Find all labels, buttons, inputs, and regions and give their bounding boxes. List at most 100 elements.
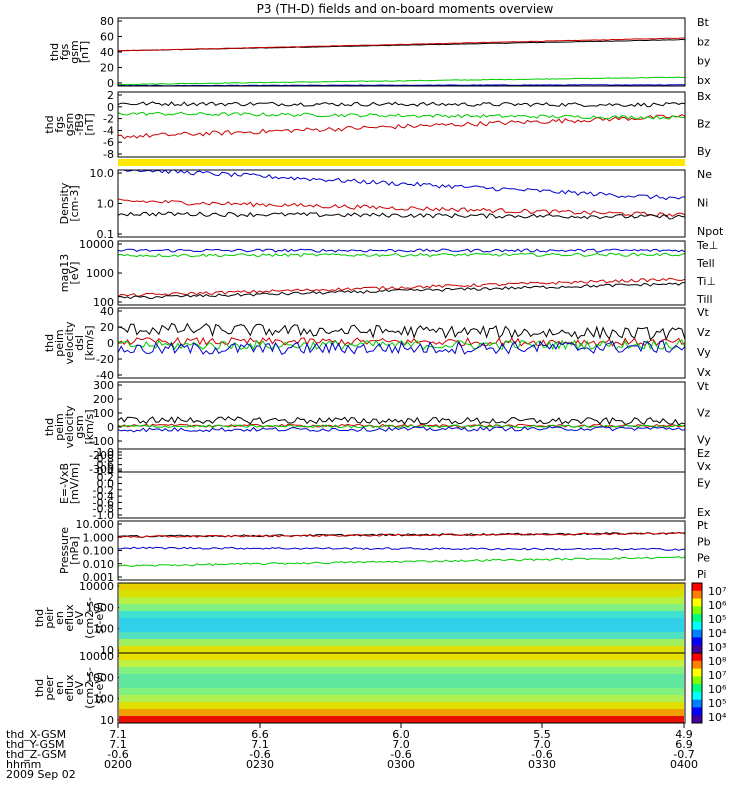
legend-density-0: Ne <box>697 168 712 181</box>
ytick-label-efield-6: -0.2 <box>93 484 114 497</box>
ylabel-line-fgs2-2: gsm <box>63 113 76 136</box>
ytick-label-velocity_e-0: 40 <box>100 305 114 318</box>
ytick-label-velocity_e-1: 20 <box>100 321 114 334</box>
series-fgs-by <box>117 76 686 86</box>
legend-efield-2: Ex <box>697 506 711 519</box>
series-velocity_i-Vz <box>117 423 686 428</box>
heatmap-band-ion_spec-8 <box>119 639 684 647</box>
heatmap-band-ion_spec-4 <box>119 611 684 619</box>
ylabel-line-elec_spec-3: eflux <box>63 674 76 702</box>
colorbar-seg-ion_spec-6 <box>692 629 702 638</box>
ytick-label-velocity_e-4: -40 <box>96 369 114 382</box>
series-fgs-bz <box>117 37 685 52</box>
ytick-label-temp-2: 100 <box>93 296 114 309</box>
panel-frame-density <box>117 169 686 238</box>
ytick-label-elec_spec-1: 1000 <box>86 671 114 684</box>
series-pressure-Pe <box>117 556 686 567</box>
series-fgs2-Bz <box>117 114 686 140</box>
xaxis-value-2-0: -0.6 <box>107 748 128 761</box>
ytick-label-ion_spec-3: 10 <box>100 644 114 657</box>
ytick-label-efield-9: -0.8 <box>93 503 114 516</box>
xaxis-date: 2009 Sep 02 <box>6 768 76 781</box>
colorbar-seg-ion_spec-8 <box>692 645 702 654</box>
colorbar-seg-elec_spec-1 <box>692 660 702 670</box>
heatmap-band-ion_spec-7 <box>119 632 684 640</box>
ytick-label-pressure-2: 0.100 <box>83 545 115 558</box>
xaxis-value-1-3: 7.0 <box>533 738 551 751</box>
panel-efield: 1.00.80.60.40.20.0-0.2-0.4-0.6-0.8-1.0 E=… <box>58 446 711 522</box>
ylabel-line-ion_spec-0: thd <box>33 609 46 627</box>
panel-frame-top-velocity_i <box>117 381 686 473</box>
ylabel-line-fgs-3: [nT] <box>78 41 91 63</box>
colorbar-tick-elec_spec-3: 10⁵ <box>708 697 726 710</box>
panel-frame-pressure <box>117 520 686 581</box>
xaxis-value-0-3: 5.5 <box>533 728 551 741</box>
ylabel-line-ion_spec-6: sr-eV) <box>93 602 106 634</box>
legend-temp-2: Ti⊥ <box>696 275 716 288</box>
legend-temp-0: Te⊥ <box>696 239 718 252</box>
panel-frame-top-pressure <box>117 520 686 581</box>
ytick-label-efield-3: 0.4 <box>97 465 115 478</box>
xaxis-value-2-3: -0.6 <box>531 748 552 761</box>
series-velocity_i-Vx <box>117 426 686 433</box>
colorbar-tick-ion_spec-4: 10³ <box>708 641 726 654</box>
ytick-label-velocity_i-2: 100 <box>93 407 114 420</box>
panel-elec_spec: 10000 1000 100 10 thdpeerenefluxeV(cm2-s-sr-… <box>33 650 727 727</box>
ylabel-line-velocity_e-3: dsl <box>73 335 86 351</box>
ylabel-line-velocity_i-3: gsm <box>73 415 86 438</box>
series-density-Ni <box>117 211 686 220</box>
colorbar-tick-ion_spec-1: 10⁶ <box>708 599 727 612</box>
series-temp-Tell <box>117 282 686 300</box>
colorbar-tick-elec_spec-2: 10⁶ <box>708 683 727 696</box>
ylabel-line-ion_spec-2: en <box>53 611 66 625</box>
ylabel-line-ion_spec-5: (cm2-s- <box>83 597 96 639</box>
ytick-label-velocity_i-5: -200 <box>89 449 114 462</box>
xaxis-value-2-2: -0.6 <box>390 748 411 761</box>
panel-frame-top-temp <box>117 240 686 306</box>
colorbar-tick-ion_spec-2: 10⁵ <box>708 613 726 626</box>
colorbar-tick-ion_spec-3: 10⁴ <box>708 627 727 640</box>
ytick-label-efield-7: -0.4 <box>93 490 114 503</box>
panel-frame-top-fgs <box>117 17 686 87</box>
heatmap-band-elec_spec-5 <box>119 688 684 696</box>
ytick-label-elec_spec-0: 10000 <box>79 650 114 663</box>
xaxis-value-3-3: 0330 <box>528 758 556 771</box>
ylabel-line-fgs-0: thd <box>48 43 61 61</box>
series-temp-Ti⊥ <box>117 248 686 253</box>
ytick-label-elec_spec-3: 10 <box>100 714 114 727</box>
panel-frame-fgs <box>117 17 686 87</box>
ytick-label-elec_spec-2: 100 <box>93 693 114 706</box>
legend-velocity_i-3: Vx <box>697 460 712 473</box>
ytick-label-fgs-4: 0 <box>107 77 114 90</box>
xaxis-value-3-2: 0300 <box>387 758 415 771</box>
colorbar-seg-elec_spec-3 <box>692 676 702 685</box>
ytick-label-fgs2-3: -4 <box>103 124 114 137</box>
legend-fgs-2: by <box>697 55 711 68</box>
ylabel-line-temp-1: [eV] <box>68 262 81 285</box>
panel-frame-top-efield <box>117 448 686 519</box>
legend-fgs-0: Bt <box>697 16 710 29</box>
xaxis-value-1-2: 7.0 <box>392 738 410 751</box>
heatmap-band-elec_spec-6 <box>119 695 684 703</box>
ylabel-line-velocity_e-4: [km/s] <box>83 325 96 360</box>
heatmap-band-elec_spec-4 <box>119 681 684 689</box>
ylabel-line-fgs2-4: [nT] <box>83 113 96 135</box>
panel-frame-top-density <box>117 169 686 238</box>
panel-frame-fgs2 <box>117 91 686 158</box>
ylabel-line-velocity_e-1: peim <box>53 329 66 357</box>
legend-density-2: Npot <box>697 225 724 238</box>
ytick-label-ion_spec-0: 10000 <box>79 580 114 593</box>
colorbar-seg-ion_spec-4 <box>692 614 702 623</box>
xaxis-value-0-2: 6.0 <box>392 728 410 741</box>
ylabel-temp: mag13[eV] <box>58 254 81 292</box>
ytick-label-velocity_i-4: -100 <box>89 435 114 448</box>
yellow-status-bar <box>118 159 685 166</box>
ylabel-line-efield-0: E=-VxB <box>58 463 71 504</box>
ylabel-line-ion_spec-4: eV <box>73 610 86 625</box>
heatmap-band-elec_spec-7 <box>119 702 684 710</box>
